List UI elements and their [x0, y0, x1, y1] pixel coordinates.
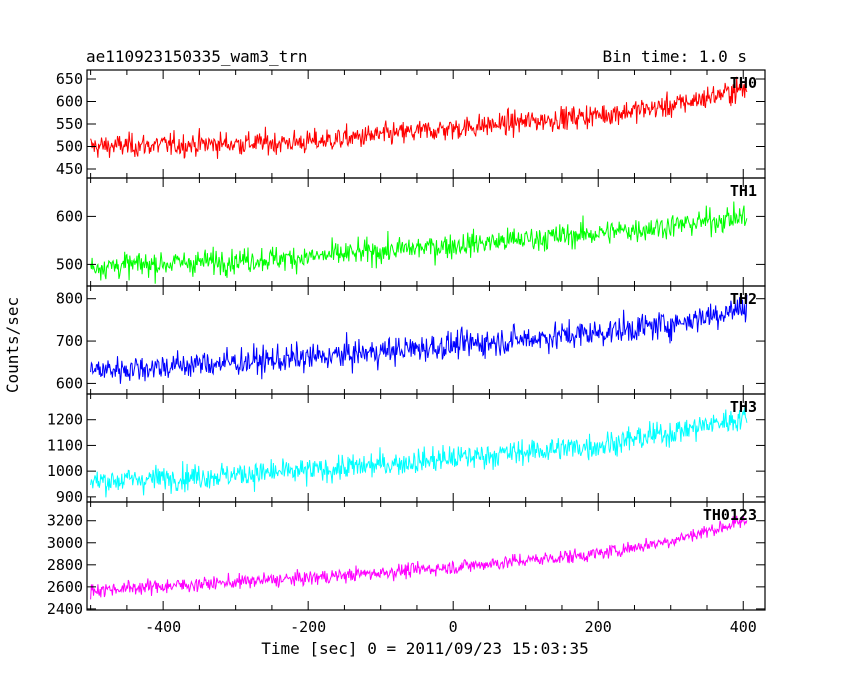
- bin-time-label: Bin time: 1.0 s: [603, 47, 748, 66]
- y-tick-label: 500: [56, 255, 83, 273]
- x-tick-label: 400: [730, 618, 757, 636]
- y-tick-label: 1200: [47, 411, 83, 429]
- panel-label: TH1: [730, 182, 757, 200]
- series-line-th0123: [90, 515, 748, 600]
- series-line-th1: [90, 201, 748, 284]
- y-tick-label: 3200: [47, 512, 83, 530]
- x-axis: -400 -200 0 200 400: [145, 618, 757, 636]
- series-line-th0: [90, 76, 748, 159]
- y-tick-label: 1100: [47, 436, 83, 454]
- y-tick-label: 500: [56, 138, 83, 156]
- y-tick-label: 2600: [47, 578, 83, 596]
- y-tick-label: 800: [56, 290, 83, 308]
- y-tick-label: 600: [56, 207, 83, 225]
- panel-th3: 900 1000 1100 1200 TH3: [47, 393, 766, 506]
- panel-label: TH0123: [703, 506, 757, 524]
- y-tick-label: 1000: [47, 462, 83, 480]
- panel-frame: [86, 393, 766, 503]
- y-tick-label: 900: [56, 488, 83, 506]
- y-tick-label: 3000: [47, 534, 83, 552]
- x-tick-label: -200: [290, 618, 326, 636]
- x-tick-label: 200: [585, 618, 612, 636]
- y-tick-label: 600: [56, 374, 83, 392]
- chart-title: ae110923150335_wam3_trn: [86, 47, 308, 66]
- x-tick-label: 0: [449, 618, 458, 636]
- y-tick-label: 2400: [47, 600, 83, 618]
- y-tick-label: 600: [56, 93, 83, 111]
- x-tick-label: -400: [145, 618, 181, 636]
- panel-th1: 500 600 TH1: [56, 177, 766, 287]
- y-tick-label: 650: [56, 70, 83, 88]
- series-line-th3: [90, 407, 748, 498]
- series-line-th2: [90, 294, 748, 384]
- x-axis-label: Time [sec] 0 = 2011/09/23 15:03:35: [261, 639, 589, 658]
- panel-th0: 450 500 550 600 650 TH0: [56, 69, 766, 179]
- panel-label: TH0: [730, 74, 757, 92]
- y-tick-label: 450: [56, 160, 83, 178]
- panel-th0123: 2400 2600 2800 3000 3200 TH0123: [47, 501, 766, 618]
- y-tick-label: 550: [56, 115, 83, 133]
- panel-th2: 600 700 800 TH2: [56, 285, 766, 395]
- panels-group: 450 500 550 600 650 TH0 500 600 TH1 600 700 800 TH2 9…: [47, 69, 766, 618]
- panel-frame: [86, 501, 766, 611]
- y-axis-label: Counts/sec: [3, 297, 22, 393]
- y-tick-label: 700: [56, 332, 83, 350]
- panel-label: TH2: [730, 290, 757, 308]
- panel-label: TH3: [730, 398, 757, 416]
- y-tick-label: 2800: [47, 556, 83, 574]
